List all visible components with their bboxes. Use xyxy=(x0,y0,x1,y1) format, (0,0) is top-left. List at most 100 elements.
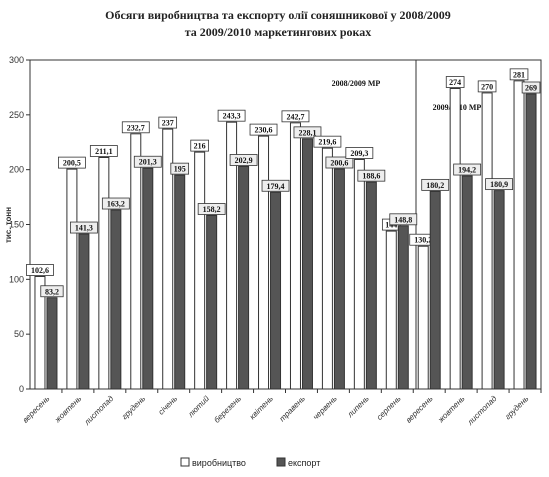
y-tick-label: 100 xyxy=(9,274,24,284)
bar-export xyxy=(525,93,537,390)
bar-production xyxy=(34,275,46,390)
y-axis: 0 50 100 150 200 250 300 xyxy=(9,55,30,394)
bar-production xyxy=(481,92,493,390)
data-label-box-export xyxy=(421,178,450,191)
bar-export xyxy=(301,138,313,390)
x-tick-label: лютий xyxy=(186,394,212,420)
data-label-export: 148,8 xyxy=(394,215,412,224)
bar-production xyxy=(226,121,238,390)
period-label-2008-2009: 2008/2009 МР xyxy=(332,79,381,88)
bar-production xyxy=(417,245,429,390)
data-label-box-export xyxy=(485,178,513,191)
data-label-export: 201,3 xyxy=(139,158,157,167)
x-tick-label: квітень xyxy=(248,394,275,421)
data-label-production: 102,6 xyxy=(31,266,49,275)
bar-export xyxy=(46,297,58,390)
x-tick-label: жовтень xyxy=(436,394,467,425)
x-tick-label: листопад xyxy=(465,394,499,428)
data-label-export: 269 xyxy=(525,83,537,92)
y-tick-label: 150 xyxy=(9,220,24,230)
chart-title-line-1: Обсяги виробництва та експорту олії соня… xyxy=(105,8,451,22)
data-label-production: 270 xyxy=(481,82,493,91)
data-label-production: 211,1 xyxy=(95,147,113,156)
data-label-production: 130,2 xyxy=(414,236,432,245)
y-tick-label: 300 xyxy=(9,55,24,65)
data-label-export: 163,2 xyxy=(107,200,125,209)
data-label-box-export xyxy=(197,203,226,215)
data-label-box-production xyxy=(345,147,374,159)
data-label-box-production xyxy=(58,156,86,169)
data-label-box-production xyxy=(217,109,246,122)
data-label-box-export xyxy=(170,162,190,175)
bar-export xyxy=(238,165,250,390)
data-label-export: 194,2 xyxy=(458,166,476,175)
data-label-export: 202,9 xyxy=(235,156,253,165)
data-label-box-export xyxy=(325,156,354,169)
data-label-export: 195 xyxy=(174,165,186,174)
x-tick-label: січень xyxy=(157,394,180,417)
data-label-box-export xyxy=(453,163,482,176)
bar-production xyxy=(289,122,301,390)
data-label-export: 228,1 xyxy=(298,128,316,137)
bar-production xyxy=(66,168,78,390)
x-tick-label: серпень xyxy=(375,394,403,422)
data-label-export: 179,4 xyxy=(267,182,285,191)
data-label-export: 158,2 xyxy=(203,205,221,214)
legend: виробництво експорт xyxy=(180,457,320,468)
data-label-box-export xyxy=(40,285,64,298)
x-tick-label: березень xyxy=(212,394,243,425)
data-label-export: 200,6 xyxy=(330,159,348,168)
data-label-box-export xyxy=(133,155,162,168)
bar-production xyxy=(194,151,206,390)
data-label-production: 237 xyxy=(162,119,174,128)
data-label-box-production xyxy=(249,123,278,136)
bar-export xyxy=(461,175,473,390)
bar-production xyxy=(449,88,461,390)
bars-group: 102,6 83,2 200,5 141,3 211,1 163,2 232,7 201,3 2… xyxy=(26,68,541,390)
bar-export xyxy=(397,225,409,390)
data-label-box-export xyxy=(521,81,541,94)
x-tick-label: вересень xyxy=(404,394,435,425)
legend-swatch-production xyxy=(180,457,190,467)
x-tick-label: вересень xyxy=(21,394,52,425)
data-label-box-production xyxy=(509,68,529,81)
data-label-production: 281 xyxy=(513,70,525,79)
data-label-box-export xyxy=(70,221,98,234)
data-label-box-production xyxy=(121,121,150,134)
bar-export xyxy=(429,190,441,390)
y-tick-label: 250 xyxy=(9,110,24,120)
bar-production xyxy=(162,128,174,390)
data-label-production: 274 xyxy=(449,78,461,87)
data-label-box-export xyxy=(261,179,290,192)
data-label-box-export xyxy=(357,169,386,182)
y-axis-label: тис. тонн xyxy=(4,207,13,243)
bar-production xyxy=(130,133,142,390)
data-label-production: 243,3 xyxy=(223,112,241,121)
bar-production xyxy=(98,156,110,390)
data-label-box-production xyxy=(477,80,497,93)
bar-export xyxy=(365,181,377,390)
data-label-production: 232,7 xyxy=(127,123,145,132)
data-label-export: 180,9 xyxy=(490,180,508,189)
data-label-box-production xyxy=(313,135,342,148)
data-label-export: 141,3 xyxy=(75,224,93,233)
data-label-box-export xyxy=(101,197,130,210)
bar-production xyxy=(321,147,333,390)
bar-export xyxy=(78,233,90,390)
x-tick-label: червень xyxy=(311,394,339,422)
bar-export xyxy=(493,190,505,390)
bar-export xyxy=(206,215,218,390)
x-tick-label: листопад xyxy=(82,394,116,428)
data-label-production: 242,7 xyxy=(286,112,304,121)
data-label-export: 188,6 xyxy=(362,172,380,181)
data-label-box-production xyxy=(26,264,54,276)
bar-production xyxy=(385,230,397,390)
bar-production xyxy=(513,80,525,390)
bar-production xyxy=(258,135,270,390)
data-label-export: 83,2 xyxy=(45,287,59,296)
x-axis-ticks: вересень жовтень листопад грудень січень люти… xyxy=(21,389,542,428)
legend-label-production: виробництво xyxy=(192,458,246,468)
data-label-box-production xyxy=(89,145,118,157)
data-label-box-production xyxy=(158,116,178,129)
